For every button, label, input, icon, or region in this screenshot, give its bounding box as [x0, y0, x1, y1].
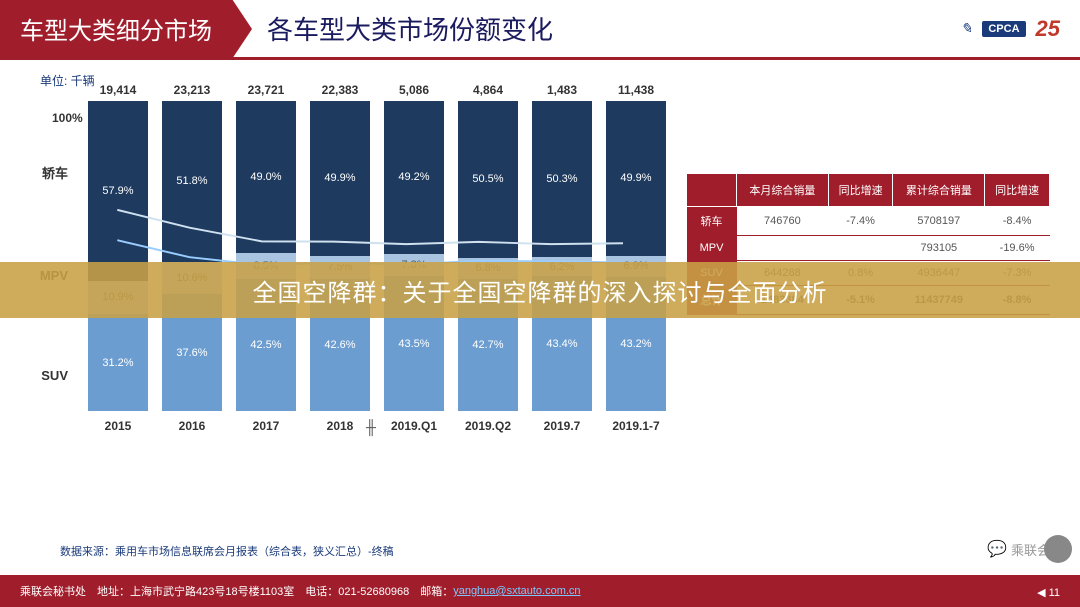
slide-header: 车型大类细分市场 各车型大类市场份额变化 ✎ CPCA 25: [0, 0, 1080, 60]
bar-stack: 42.7%6.8%50.5%: [458, 101, 518, 411]
table-cell: 746760: [737, 207, 829, 236]
axis-break-icon: ╫: [366, 419, 376, 435]
table-header: 累计综合销量: [893, 174, 985, 207]
header-title: 各车型大类市场份额变化: [267, 10, 553, 47]
bar-stack: 43.5%7.3%49.2%: [384, 101, 444, 411]
seg-sedan: 50.5%: [458, 101, 518, 258]
x-label: 2019.Q2: [465, 419, 511, 433]
bar-total: 5,086: [399, 83, 429, 97]
x-label: 2018: [327, 419, 354, 433]
seg-sedan: 49.2%: [384, 101, 444, 254]
bar-total: 23,721: [248, 83, 285, 97]
bar-total: 11,438: [618, 83, 654, 97]
table-cell: 轿车: [687, 207, 737, 236]
header-logos: ✎ CPCA 25: [961, 16, 1060, 42]
table-cell: [737, 236, 829, 261]
seg-sedan: 49.9%: [310, 101, 370, 256]
table-header: [687, 174, 737, 207]
x-label: 2016: [179, 419, 206, 433]
seg-sedan: 51.8%: [162, 101, 222, 262]
table-header: 本月综合销量: [737, 174, 829, 207]
page-number: 11: [1037, 586, 1060, 599]
bar-total: 23,213: [174, 83, 211, 97]
seg-sedan: 49.9%: [606, 101, 666, 256]
seg-suv: 31.2%: [88, 314, 148, 411]
footer-bar: 乘联会秘书处 地址：上海市武宁路423号18号楼1103室 电话：021-526…: [0, 575, 1080, 607]
table-cell: MPV: [687, 236, 737, 261]
overlay-banner: 全国空降群：关于全国空降群的深入探讨与全面分析: [0, 262, 1080, 318]
data-source: 数据来源：乘用车市场信息联席会月报表（综合表，狭义汇总）-终稿: [60, 543, 394, 559]
x-label: 2019.1-7: [612, 419, 659, 433]
table-cell: 793105: [893, 236, 985, 261]
x-label: 2015: [105, 419, 132, 433]
table-cell: -7.4%: [828, 207, 893, 236]
bar-total: 1,483: [547, 83, 577, 97]
table-cell: 5708197: [893, 207, 985, 236]
header-section-badge: 车型大类细分市场: [0, 0, 232, 59]
table-header: 同比增速: [985, 174, 1050, 207]
x-label: 2019.7: [544, 419, 581, 433]
bar-stack: 43.2%6.9%49.9%: [606, 101, 666, 411]
table-header: 同比增速: [828, 174, 893, 207]
seg-sedan: 49.0%: [236, 101, 296, 253]
footer-text: 乘联会秘书处 地址：上海市武宁路423号18号楼1103室 电话：021-526…: [20, 583, 453, 599]
x-label: 2017: [253, 419, 280, 433]
bar-total: 19,414: [100, 83, 137, 97]
footer-email-link[interactable]: yanghua@sxtauto.com.cn: [453, 585, 580, 597]
bar-stack: 42.6%7.5%49.9%: [310, 101, 370, 411]
cursor-icon: [1044, 535, 1072, 563]
bar-stack: 37.6%10.6%51.8%: [162, 101, 222, 411]
bar-total: 22,383: [322, 83, 359, 97]
bar-total: 4,864: [473, 83, 503, 97]
bar-stack: 31.2%10.9%57.9%: [88, 101, 148, 411]
anniversary-logo: 25: [1036, 16, 1060, 42]
table-cell: -19.6%: [985, 236, 1050, 261]
cpca-logo: CPCA: [982, 21, 1025, 37]
bar-stack: 43.4%6.2%50.3%: [532, 101, 592, 411]
wechat-watermark: 💬乘联会: [987, 539, 1050, 559]
seg-sedan: 50.3%: [532, 101, 592, 257]
bar-stack: 42.5%8.5%49.0%: [236, 101, 296, 411]
table-cell: -8.4%: [985, 207, 1050, 236]
seg-sedan: 57.9%: [88, 101, 148, 280]
table-cell: [828, 236, 893, 261]
x-label: 2019.Q1: [391, 419, 437, 433]
